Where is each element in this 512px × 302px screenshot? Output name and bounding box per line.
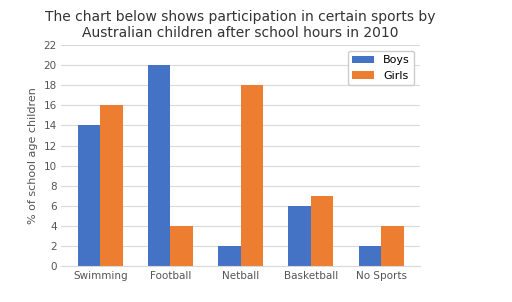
Title: The chart below shows participation in certain sports by
Australian children aft: The chart below shows participation in c… [46,10,436,40]
Bar [148,65,170,266]
Legend: Boys, Girls: Boys, Girls [348,51,414,85]
Bar [218,246,241,266]
Bar [241,85,263,266]
Y-axis label: % of school age children: % of school age children [28,87,38,224]
Bar [381,226,403,266]
Bar [78,125,100,266]
Bar [311,196,333,266]
Bar [358,246,381,266]
Bar [288,206,311,266]
Bar [100,105,123,266]
Bar [170,226,193,266]
